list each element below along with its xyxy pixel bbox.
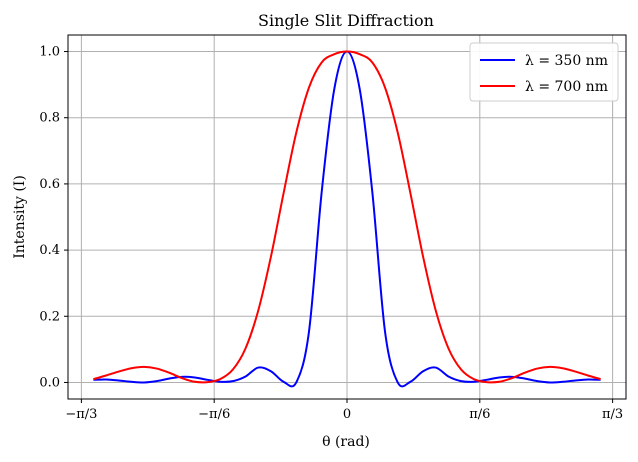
x-tick-label: π/3 (602, 407, 623, 422)
y-axis: 0.0 0.2 0.4 0.6 0.8 1.0 (39, 45, 68, 390)
grid (68, 35, 626, 399)
series-group (93, 50, 601, 388)
x-tick-label: 0 (343, 407, 351, 422)
legend-label-700nm: λ = 700 nm (525, 79, 608, 95)
series-line-700nm (93, 50, 601, 384)
y-tick-label: 1.0 (39, 45, 60, 60)
x-tick-label: −π/3 (65, 407, 97, 422)
x-tick-label: −π/6 (198, 407, 230, 422)
y-tick-label: 0.2 (39, 309, 60, 324)
legend: λ = 350 nm λ = 700 nm (469, 42, 619, 102)
chart-title: Single Slit Diffraction (258, 11, 434, 30)
y-tick-label: 0.0 (39, 375, 60, 390)
y-tick-label: 0.8 (39, 111, 60, 126)
y-tick-label: 0.4 (39, 243, 60, 258)
y-tick-label: 0.6 (39, 177, 60, 192)
x-axis: −π/3 −π/6 0 π/6 π/3 (65, 399, 623, 422)
legend-label-350nm: λ = 350 nm (525, 53, 608, 69)
x-tick-label: π/6 (469, 407, 490, 422)
y-axis-title: Intensity (I) (12, 175, 28, 259)
x-axis-title: θ (rad) (322, 434, 370, 450)
